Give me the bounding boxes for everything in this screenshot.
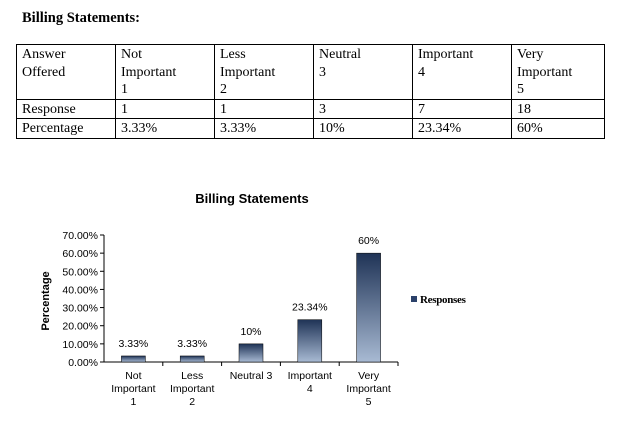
billing-table: Answer Offered Not Important 1 Less Important 2… (16, 44, 605, 139)
table-cell: 3.33% (214, 118, 314, 139)
bar (179, 355, 205, 363)
cell-line: Offered (22, 64, 66, 80)
table-cell: 1 (115, 98, 215, 119)
cell-line: Response (22, 101, 76, 117)
cell-line: Answer (22, 47, 66, 62)
cell-line: 2 (220, 82, 227, 97)
x-category-label: Less (181, 370, 203, 382)
billing-bar-chart: Billing Statements Percentage 0.00% 10.00… (40, 191, 467, 408)
bar-data-label: 3.33% (177, 338, 207, 350)
x-category-label: 1 (130, 396, 136, 408)
table-row: Response 1 1 3 7 18 (16, 98, 605, 119)
x-category-label: Important (170, 383, 214, 395)
table-row: Answer Offered Not Important 1 Less Important 2… (16, 44, 605, 100)
y-tick-label: 40.00% (62, 284, 98, 296)
cell-line: 4 (418, 64, 425, 80)
y-tick-label: 30.00% (62, 303, 98, 315)
cell-line: Important (121, 64, 177, 80)
table-cell: Neutral 3 (313, 44, 413, 100)
x-category-label: Important (111, 383, 155, 395)
cell-line: Important (517, 64, 573, 80)
cell-line: Neutral (319, 47, 361, 62)
cell-line: 1 (121, 82, 128, 97)
bar-data-label: 23.34% (292, 302, 328, 314)
table-cell: Important 4 (412, 44, 512, 100)
cell-line: 3.33% (220, 121, 257, 136)
cell-line: 10% (319, 121, 345, 136)
y-tick-label: 60.00% (62, 248, 98, 260)
y-tick-label: 0.00% (68, 357, 98, 369)
table-cell: 18 (511, 98, 605, 119)
cell-line: Very (517, 47, 544, 62)
bar (121, 355, 146, 363)
y-tick-label: 10.00% (62, 339, 98, 351)
table-cell: 3.33% (115, 118, 215, 139)
cell-line: 18 (517, 101, 531, 117)
table-cell: Less Important 2 (214, 44, 314, 100)
bar (356, 252, 381, 363)
row-label: Percentage (16, 118, 116, 139)
legend-label-responses: Responses (420, 294, 467, 306)
x-category-label: Neutral 3 (230, 370, 273, 382)
table-cell: 23.34% (412, 118, 512, 139)
table-cell: 60% (511, 118, 605, 139)
cell-line: Not (121, 47, 142, 62)
table-cell: Not Important 1 (115, 44, 215, 100)
section-heading: Billing Statements: (22, 10, 141, 26)
cell-line: 23.34% (418, 121, 462, 136)
cell-line: Important (418, 47, 474, 62)
x-category-label: Not (125, 370, 141, 382)
cell-line: 3 (319, 64, 326, 80)
table-cell: 10% (313, 118, 413, 139)
table-cell: 3 (313, 98, 413, 119)
bar (238, 343, 264, 363)
table-cell: Very Important 5 (511, 44, 605, 100)
cell-line: 3 (319, 101, 326, 117)
y-tick-label: 70.00% (62, 230, 98, 242)
bar (297, 319, 323, 363)
cell-line: 60% (517, 121, 543, 136)
cell-line: Important (220, 64, 276, 80)
x-category-label: 5 (366, 396, 372, 408)
cell-line: 3.33% (121, 121, 158, 136)
cell-line: 1 (220, 101, 227, 117)
y-axis-title: Percentage (40, 271, 52, 330)
table-row: Percentage 3.33% 3.33% 10% 23.34% 60% (16, 118, 605, 139)
cell-line: Less (220, 47, 246, 62)
x-category-label: Important (346, 383, 390, 395)
y-tick-label: 20.00% (62, 321, 98, 333)
x-category-label: Important (288, 370, 332, 382)
x-category-label: Very (358, 370, 380, 382)
chart-title: Billing Statements (195, 191, 308, 206)
cell-line: 1 (121, 101, 128, 117)
row-label: Answer Offered (16, 44, 116, 100)
table-cell: 7 (412, 98, 512, 119)
row-label: Response (16, 98, 116, 119)
cell-line: Percentage (22, 121, 84, 136)
cell-line: 5 (517, 82, 524, 97)
bar-data-label: 60% (358, 235, 379, 247)
x-category-label: 2 (189, 396, 195, 408)
cell-line: 7 (418, 101, 425, 117)
table-cell: 1 (214, 98, 314, 119)
y-tick-label: 50.00% (62, 266, 98, 278)
x-category-label: 4 (307, 383, 313, 395)
bar-data-label: 3.33% (119, 338, 149, 350)
legend-swatch (411, 296, 417, 302)
bar-data-label: 10% (240, 326, 261, 338)
